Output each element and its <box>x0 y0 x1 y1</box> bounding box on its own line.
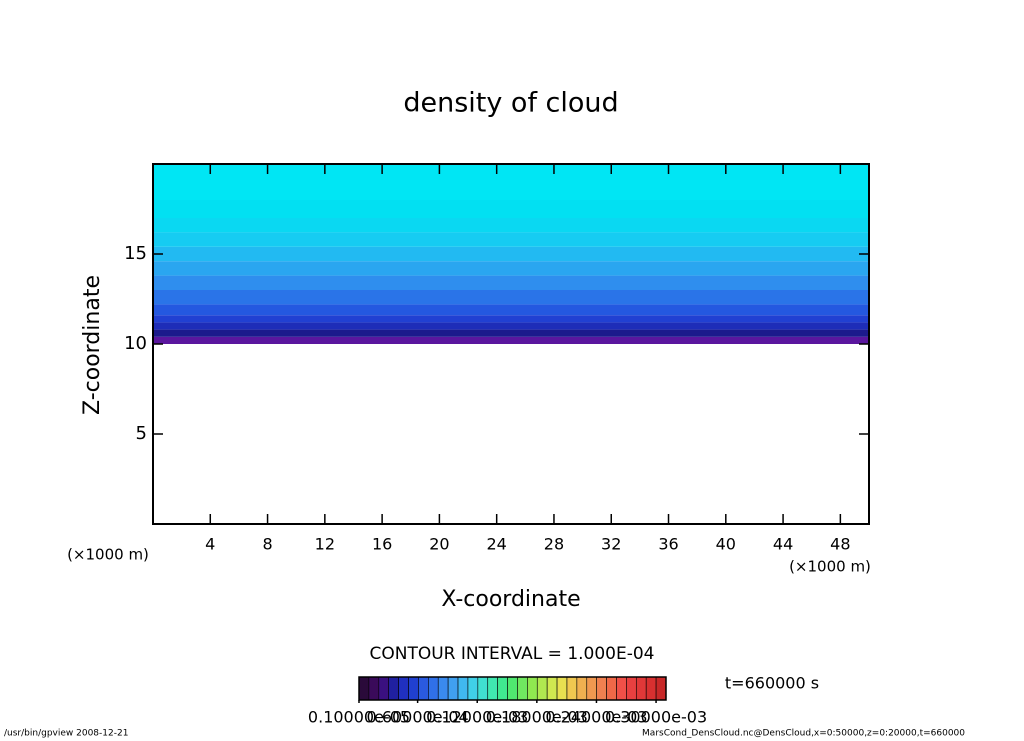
colorbar-swatch <box>517 676 528 701</box>
colorbar-swatch <box>497 676 508 701</box>
contour-band <box>153 232 869 247</box>
y-axis-label: Z-coordinate <box>80 275 105 415</box>
y-tick-label: 10 <box>124 333 147 354</box>
contour-band <box>153 336 869 344</box>
colorbar-swatch <box>487 676 498 701</box>
footer-left: /usr/bin/gpview 2008-12-21 <box>4 729 128 739</box>
colorbar-swatch <box>626 676 637 701</box>
colorbar-swatch <box>527 676 538 701</box>
colorbar-swatch <box>645 676 657 701</box>
contour-band <box>153 329 869 337</box>
colorbar-tick-label: 0.60000e-04 <box>367 708 469 727</box>
x-tick-label: 20 <box>429 535 449 554</box>
colorbar-swatch <box>546 676 558 701</box>
x-tick-label: 44 <box>773 535 793 554</box>
colorbar-swatch <box>447 676 459 701</box>
colorbar-swatch <box>477 676 489 701</box>
colorbar-swatch <box>457 676 469 701</box>
contour-band <box>153 218 869 233</box>
colorbar-tick-label: 0.18000e-03 <box>486 708 588 727</box>
colorbar-swatch <box>586 676 597 701</box>
x-tick-label: 8 <box>262 535 272 554</box>
colorbar-swatch <box>408 676 419 701</box>
colorbar-swatch <box>576 676 588 701</box>
contour-band <box>153 322 869 330</box>
colorbar-tick-label: 0.24000e-03 <box>545 708 647 727</box>
colorbar-swatch <box>536 676 548 701</box>
contour-interval: CONTOUR INTERVAL = 1.000E-04 <box>370 644 655 664</box>
colorbar-tick-label: 0.12000e-03 <box>426 708 528 727</box>
contour-band <box>153 315 869 323</box>
y-unit-label: (×1000 m) <box>67 546 149 564</box>
chart-title: density of cloud <box>403 88 618 119</box>
x-tick-label: 36 <box>658 535 678 554</box>
colorbar-swatch <box>428 676 439 701</box>
colorbar-swatch <box>635 676 647 701</box>
contour-band <box>153 290 869 305</box>
y-tick-label: 5 <box>136 423 147 444</box>
x-tick-label: 40 <box>716 535 736 554</box>
colorbar-swatch <box>655 676 667 701</box>
colorbar-swatch <box>437 676 449 701</box>
colorbar-swatch <box>556 676 568 701</box>
y-tick-label: 15 <box>124 243 147 264</box>
colorbar-swatch <box>378 676 390 701</box>
colorbar-swatch <box>388 676 399 701</box>
colorbar-swatch <box>418 676 429 701</box>
colorbar-swatch <box>358 676 370 701</box>
contour-band <box>153 261 869 276</box>
contour-band <box>153 304 869 316</box>
colorbar-swatch <box>507 676 518 701</box>
colorbar-swatch <box>596 676 607 701</box>
x-axis-label: X-coordinate <box>441 587 580 612</box>
x-tick-label: 48 <box>830 535 850 554</box>
contour-band <box>153 275 869 290</box>
time-label: t=660000 s <box>725 674 819 693</box>
colorbar-tick-label: 0.10000e-05 <box>308 708 410 727</box>
contour-band <box>153 164 869 200</box>
x-tick-label: 32 <box>601 535 621 554</box>
contour-band <box>153 200 869 218</box>
colorbar-tick-label: 0.30000e-03 <box>605 708 707 727</box>
x-tick-label: 12 <box>315 535 335 554</box>
x-tick-label: 24 <box>487 535 507 554</box>
x-tick-label: 28 <box>544 535 564 554</box>
colorbar-swatch <box>566 676 578 701</box>
colorbar-swatch <box>368 676 380 701</box>
colorbar-frame <box>358 676 667 701</box>
x-tick-label: 16 <box>372 535 392 554</box>
colorbar-swatch <box>398 676 409 701</box>
x-unit-label: (×1000 m) <box>789 558 871 576</box>
colorbar-swatch <box>606 676 617 701</box>
footer-right: MarsCond_DensCloud.nc@DensCloud,x=0:5000… <box>642 729 965 739</box>
contour-band <box>153 246 869 262</box>
colorbar-swatch <box>616 676 627 701</box>
colorbar-swatch <box>467 676 479 701</box>
x-tick-label: 4 <box>205 535 215 554</box>
